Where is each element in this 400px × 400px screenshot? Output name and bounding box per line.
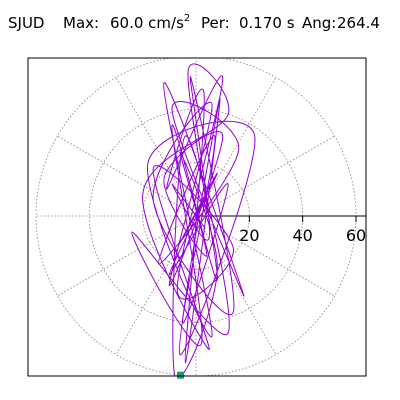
grid-spoke <box>115 77 197 217</box>
angle-value: 264.4 <box>337 14 380 32</box>
plot-frame <box>27 57 367 377</box>
grid-spoke <box>57 215 197 297</box>
grid-spoke <box>195 215 277 355</box>
angle-label: Ang: <box>302 14 337 32</box>
grid-spoke <box>115 215 197 355</box>
trace-layer <box>131 63 256 376</box>
station-code: SJUD <box>8 14 45 32</box>
radial-tick-label: 20 <box>239 226 259 245</box>
max-value: 60.0 cm/s2 <box>110 13 191 32</box>
radial-tick-label: 60 <box>346 226 366 245</box>
marker-layer <box>177 371 185 379</box>
particle-motion-trace <box>131 63 256 376</box>
grid-spoke <box>195 215 335 297</box>
peak-marker <box>177 371 185 379</box>
grid-spoke <box>195 135 335 217</box>
radial-tick-label: 40 <box>292 226 312 245</box>
max-value-text: 60.0 cm/s <box>110 14 184 32</box>
max-exponent: 2 <box>183 13 191 24</box>
radial-axis: 20 40 60 <box>196 215 366 245</box>
period-label: Per: <box>201 14 230 32</box>
max-label: Max: <box>63 14 100 32</box>
period-value: 0.170 s <box>239 14 295 32</box>
chart-header: SJUD Max: 60.0 cm/s2 Per: 0.170 s Ang: 2… <box>0 13 400 40</box>
grid-spoke <box>195 77 277 217</box>
grid-spoke <box>57 135 197 217</box>
